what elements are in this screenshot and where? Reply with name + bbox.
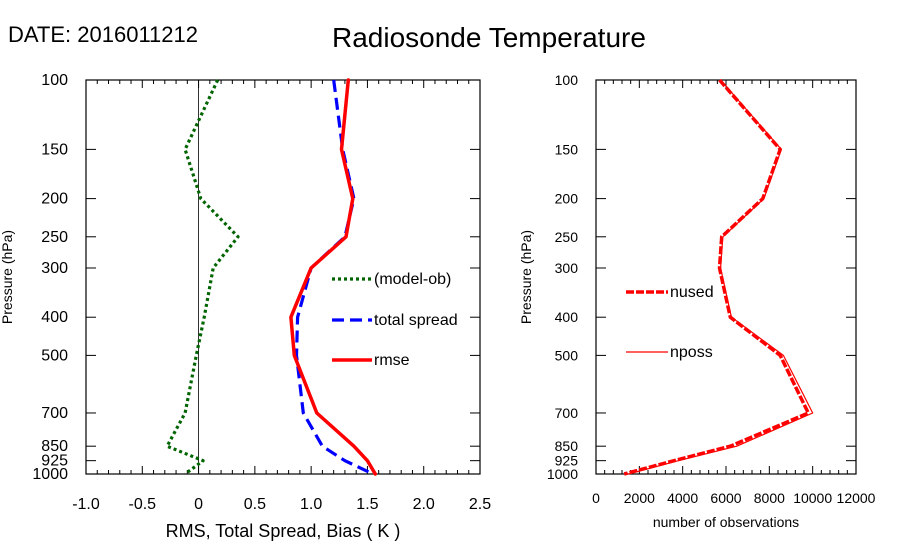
y-tick-label: 250	[555, 229, 579, 245]
y-tick-label: 700	[41, 405, 68, 422]
date-label: DATE: 2016011212	[8, 22, 198, 47]
y-axis-label: Pressure (hPa)	[0, 230, 15, 324]
y-tick-label: 250	[41, 229, 68, 246]
x-tick-label: -1.0	[72, 496, 100, 513]
series-line-model-ob	[165, 79, 240, 476]
y-tick-label: 925	[41, 453, 68, 470]
y-tick-label: 300	[555, 260, 579, 276]
legend-label: nused	[670, 284, 714, 301]
x-tick-label: 2.5	[469, 496, 491, 513]
x-tick-label: 0.5	[244, 496, 266, 513]
y-tick-label: 1000	[32, 466, 68, 483]
x-tick-label: 1.0	[300, 496, 322, 513]
x-tick-label: 8000	[754, 490, 785, 506]
y-tick-label: 100	[555, 72, 579, 88]
legend-label: nposs	[670, 344, 713, 361]
x-tick-label: 6000	[710, 490, 741, 506]
x-tick-label: 2000	[624, 490, 655, 506]
legend-label: rmse	[374, 352, 410, 369]
y-tick-label: 850	[555, 438, 579, 454]
y-tick-label: 925	[555, 453, 579, 469]
y-tick-label: 100	[41, 72, 68, 89]
x-tick-label: 12000	[837, 490, 876, 506]
x-tick-label: 1.5	[356, 496, 378, 513]
x-tick-label: -0.5	[128, 496, 156, 513]
x-tick-label: 0	[592, 490, 600, 506]
y-axis-label: Pressure (hPa)	[518, 230, 534, 324]
series-line-total-spread	[294, 79, 374, 476]
y-tick-label: 500	[555, 347, 579, 363]
y-tick-label: 150	[41, 141, 68, 158]
x-axis-label: number of observations	[653, 514, 799, 530]
x-tick-label: 2.0	[413, 496, 435, 513]
series-line-rmse	[289, 78, 378, 476]
legend-label: total spread	[374, 312, 458, 329]
y-tick-label: 200	[41, 191, 68, 208]
x-tick-label: 0	[194, 496, 203, 513]
plot-frame	[85, 79, 481, 475]
chart-title: Radiosonde Temperature	[332, 22, 646, 53]
y-tick-label: 400	[41, 309, 68, 326]
plot-frame	[595, 79, 857, 475]
x-axis-label: RMS, Total Spread, Bias ( K )	[166, 521, 401, 541]
x-tick-label: 10000	[793, 490, 832, 506]
y-tick-label: 200	[555, 191, 579, 207]
y-tick-label: 150	[555, 141, 579, 157]
y-tick-label: 300	[41, 260, 68, 277]
series-line-nposs	[627, 79, 814, 475]
y-tick-label: 850	[41, 438, 68, 455]
y-tick-label: 500	[41, 347, 68, 364]
y-tick-label: 700	[555, 405, 579, 421]
series-line-nused	[623, 78, 811, 476]
legend-label: (model-ob)	[374, 271, 451, 288]
x-tick-label: 4000	[667, 490, 698, 506]
y-tick-label: 400	[555, 309, 579, 325]
y-tick-label: 1000	[547, 466, 578, 482]
